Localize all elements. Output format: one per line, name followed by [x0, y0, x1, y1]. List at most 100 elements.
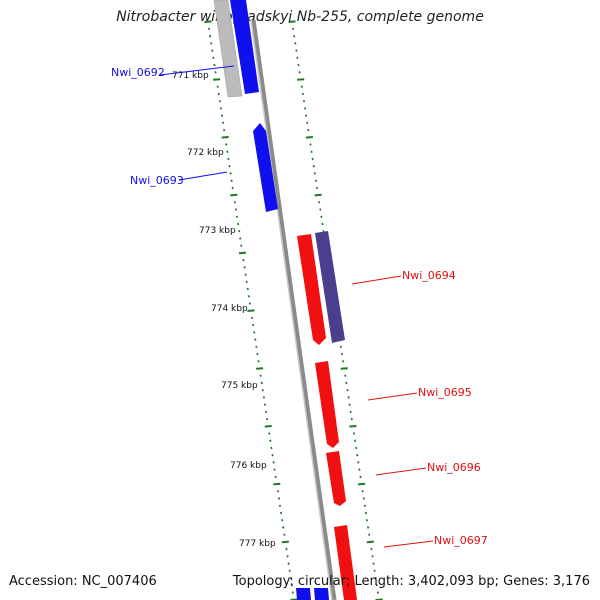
minor-tick-mark: [261, 388, 264, 392]
minor-tick-mark: [318, 201, 321, 204]
minor-tick-mark: [370, 547, 373, 551]
minor-tick-mark: [259, 374, 262, 377]
major-tick-mark: [340, 367, 348, 370]
gene-block-faded-0692[interactable]: [213, 0, 243, 98]
minor-tick-mark: [293, 34, 296, 38]
minor-tick-mark: [291, 27, 295, 31]
minor-tick-mark: [348, 403, 351, 406]
minor-tick-mark: [314, 179, 318, 182]
gene-block-bottom-1[interactable]: [296, 588, 311, 600]
minor-tick-mark: [376, 591, 380, 594]
minor-tick-mark: [321, 222, 324, 226]
minor-tick-mark: [291, 591, 295, 594]
minor-tick-mark: [210, 42, 213, 45]
minor-tick-mark: [251, 323, 255, 327]
major-tick-mark: [314, 193, 322, 197]
gene-label-nwi0695[interactable]: Nwi_0695: [418, 386, 472, 399]
minor-tick-mark: [279, 511, 283, 515]
minor-tick-mark: [297, 63, 300, 67]
minor-tick-mark: [217, 92, 220, 96]
minor-tick-mark: [364, 511, 368, 515]
minor-tick-mark: [350, 417, 353, 421]
minor-tick-mark: [269, 439, 272, 443]
tick-label: 771 kbp: [172, 71, 209, 81]
tick-label: 775 kbp: [221, 381, 258, 391]
tick-label: 774 kbp: [211, 304, 248, 314]
genome-backbone-highlight: [250, 19, 333, 600]
minor-tick-mark: [253, 331, 256, 334]
minor-tick-mark: [300, 85, 303, 88]
minor-tick-mark: [272, 461, 275, 464]
gene-label-nwi0692[interactable]: Nwi_0692: [111, 66, 165, 79]
minor-tick-mark: [229, 172, 232, 175]
minor-tick-mark: [239, 237, 242, 240]
minor-tick-mark: [221, 121, 225, 125]
gene-label-nwi0694[interactable]: Nwi_0694: [402, 269, 456, 282]
gene-leader-line: [383, 540, 434, 548]
minor-tick-mark: [375, 583, 378, 587]
gene-block-nwi0692[interactable]: [230, 0, 259, 94]
minor-tick-mark: [372, 562, 375, 565]
minor-tick-mark: [208, 34, 212, 38]
minor-tick-mark: [303, 107, 307, 110]
gene-block-nwi0695[interactable]: [315, 361, 339, 448]
gene-block-faded-0694[interactable]: [315, 231, 345, 343]
minor-tick-mark: [344, 374, 347, 377]
major-tick-mark: [264, 425, 272, 428]
minor-tick-mark: [353, 439, 357, 443]
gene-label-nwi0697[interactable]: Nwi_0697: [434, 534, 488, 547]
minor-tick-mark: [309, 143, 312, 146]
minor-tick-mark: [226, 150, 229, 154]
minor-tick-mark: [245, 280, 248, 284]
minor-tick-mark: [282, 526, 285, 529]
minor-tick-mark: [366, 526, 370, 529]
minor-tick-mark: [302, 99, 306, 103]
gene-label-nwi0696[interactable]: Nwi_0696: [427, 461, 481, 474]
major-tick-mark: [230, 193, 238, 197]
minor-tick-mark: [356, 453, 359, 457]
accession-text: Accession: NC_007406: [9, 574, 157, 589]
minor-tick-mark: [359, 475, 362, 479]
major-tick-mark: [305, 136, 313, 139]
major-tick-mark: [213, 78, 221, 81]
minor-tick-mark: [238, 229, 241, 233]
minor-tick-mark: [230, 179, 233, 182]
tick-label: 777 kbp: [239, 539, 276, 549]
minor-tick-mark: [313, 172, 316, 175]
minor-tick-mark: [247, 294, 251, 298]
minor-tick-mark: [265, 417, 269, 421]
minor-tick-mark: [301, 92, 305, 96]
tick-label: 773 kbp: [199, 226, 236, 236]
tick-label: 776 kbp: [230, 461, 267, 471]
minor-tick-mark: [214, 71, 217, 74]
gene-block-nwi0696[interactable]: [326, 451, 346, 506]
minor-tick-mark: [255, 345, 258, 349]
minor-tick-mark: [340, 352, 344, 356]
minor-tick-mark: [311, 157, 314, 161]
minor-tick-mark: [262, 396, 266, 399]
minor-tick-mark: [371, 555, 374, 558]
minor-tick-mark: [219, 107, 223, 110]
minor-tick-mark: [240, 244, 243, 247]
topology-summary: Topology: circular; Length: 3,402,093 bp…: [232, 574, 590, 589]
minor-tick-mark: [304, 114, 308, 117]
gene-block-nwi0694[interactable]: [297, 234, 326, 345]
gene-block-nwi0693[interactable]: [253, 123, 278, 212]
major-tick-mark: [247, 309, 255, 312]
major-tick-mark: [297, 78, 305, 81]
gene-label-nwi0693[interactable]: Nwi_0693: [130, 174, 184, 187]
genome-backbone: [250, 19, 337, 600]
major-tick-mark: [349, 425, 357, 428]
minor-tick-mark: [231, 186, 234, 190]
major-tick-mark: [281, 540, 289, 544]
minor-tick-mark: [315, 186, 319, 190]
minor-tick-mark: [222, 128, 226, 132]
gene-block-nwi0697[interactable]: [334, 525, 357, 600]
minor-tick-mark: [211, 49, 214, 52]
major-tick-mark: [256, 367, 264, 370]
minor-tick-mark: [322, 229, 325, 233]
gene-block-bottom-2[interactable]: [314, 588, 329, 600]
minor-tick-mark: [248, 302, 252, 305]
minor-tick-mark: [263, 403, 267, 406]
